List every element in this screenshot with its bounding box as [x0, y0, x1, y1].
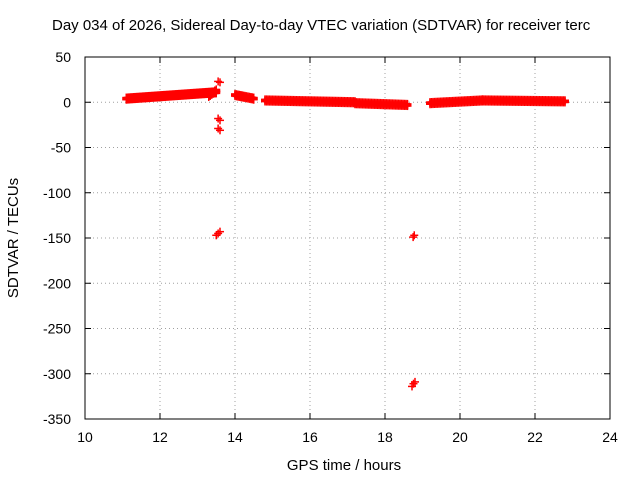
- data-point: [212, 87, 221, 96]
- data-point: [411, 377, 419, 386]
- data-point: [216, 116, 224, 125]
- y-tick-label: -150: [43, 230, 71, 246]
- x-axis-title: GPS time / hours: [287, 457, 401, 474]
- x-tick-label: 20: [452, 429, 468, 445]
- data-point: [409, 379, 418, 388]
- data-point: [216, 78, 224, 87]
- chart-title: Day 034 of 2026, Sidereal Day-to-day VTE…: [52, 17, 591, 34]
- plot-frame: [84, 56, 611, 420]
- grid-lines: [85, 57, 610, 419]
- y-tick-label: -200: [43, 275, 71, 291]
- data-point: [561, 98, 569, 107]
- data-point: [214, 229, 223, 238]
- y-tick-label: 50: [55, 49, 71, 65]
- data-points: [122, 77, 569, 391]
- x-tick-label: 24: [602, 429, 618, 445]
- x-tick-label: 16: [302, 429, 318, 445]
- y-tick-label: -350: [43, 411, 71, 427]
- y-tick-label: -300: [43, 366, 71, 382]
- x-tick-label: 22: [527, 429, 543, 445]
- data-point: [216, 126, 224, 135]
- y-tick-label: -250: [43, 321, 71, 337]
- data-point: [410, 231, 419, 240]
- x-tick-label: 14: [227, 429, 243, 445]
- data-point: [409, 233, 418, 242]
- x-tick-label: 18: [377, 429, 393, 445]
- data-point: [214, 77, 223, 86]
- data-point: [214, 124, 223, 133]
- y-tick-label: 0: [63, 94, 71, 110]
- data-point: [249, 95, 258, 104]
- data-point: [214, 114, 223, 123]
- y-tick-label: -100: [43, 185, 71, 201]
- data-point: [216, 227, 224, 236]
- x-tick-label: 12: [152, 429, 168, 445]
- data-point: [403, 102, 412, 111]
- axis-ticks: [84, 56, 611, 420]
- tick-labels: 10 12 14 16 18 20 22 24 50 0 -50 -100 -150 -200 -250 -3…: [43, 49, 618, 445]
- y-axis-title: SDTVAR / TECUs: [5, 178, 22, 298]
- x-tick-label: 10: [77, 429, 93, 445]
- data-point: [212, 231, 221, 240]
- y-tick-label: -50: [51, 140, 71, 156]
